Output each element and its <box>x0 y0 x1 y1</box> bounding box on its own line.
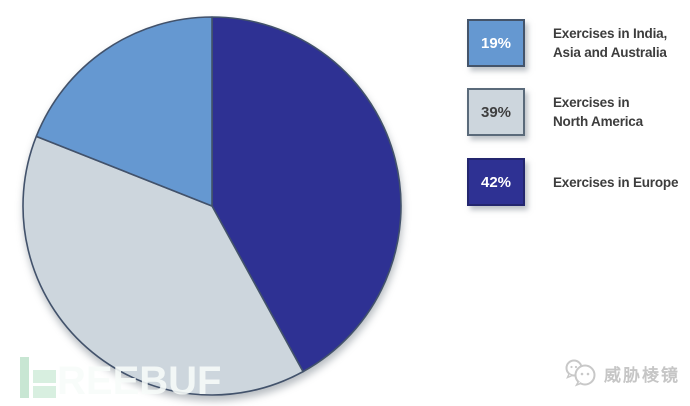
legend-swatch-north-america: 39% <box>467 88 525 136</box>
legend-label: Exercises in India, Asia and Australia <box>553 24 667 62</box>
legend-percent: 42% <box>480 173 512 191</box>
legend-percent: 19% <box>480 34 512 52</box>
legend-label: Exercises in North America <box>553 93 643 131</box>
legend-label-line: Asia and Australia <box>553 45 667 60</box>
legend-item-europe: 42% Exercises in Europe <box>467 158 678 206</box>
pie-slice-2 <box>22 135 304 396</box>
legend-item-north-america: 39% Exercises in North America <box>467 88 643 136</box>
wechat-watermark: 威胁棱镜 <box>563 357 680 389</box>
legend-label-line: Exercises in India, <box>553 26 668 41</box>
wechat-icon <box>565 359 596 387</box>
legend-label: Exercises in Europe <box>553 173 678 192</box>
freebuf-wordmark: REEBUF <box>57 359 222 403</box>
legend-label-line: North America <box>553 114 643 129</box>
pie-slice-3 <box>35 16 213 207</box>
legend-percent: 39% <box>480 103 512 121</box>
wechat-account-name: 威胁棱镜 <box>604 365 680 385</box>
legend-swatch-india-asia-australia: 19% <box>467 19 525 67</box>
pie-chart <box>22 16 402 396</box>
legend-swatch-europe: 42% <box>467 158 525 206</box>
legend-item-india-asia-australia: 19% Exercises in India, Asia and Austral… <box>467 19 667 67</box>
legend-label-line: Exercises in Europe <box>553 174 679 190</box>
freebuf-logo-block <box>33 370 56 383</box>
freebuf-logo-block <box>33 386 56 398</box>
legend-label-line: Exercises in <box>553 95 630 110</box>
freebuf-logo-bar <box>20 357 29 398</box>
pie-slice-1 <box>211 16 402 373</box>
